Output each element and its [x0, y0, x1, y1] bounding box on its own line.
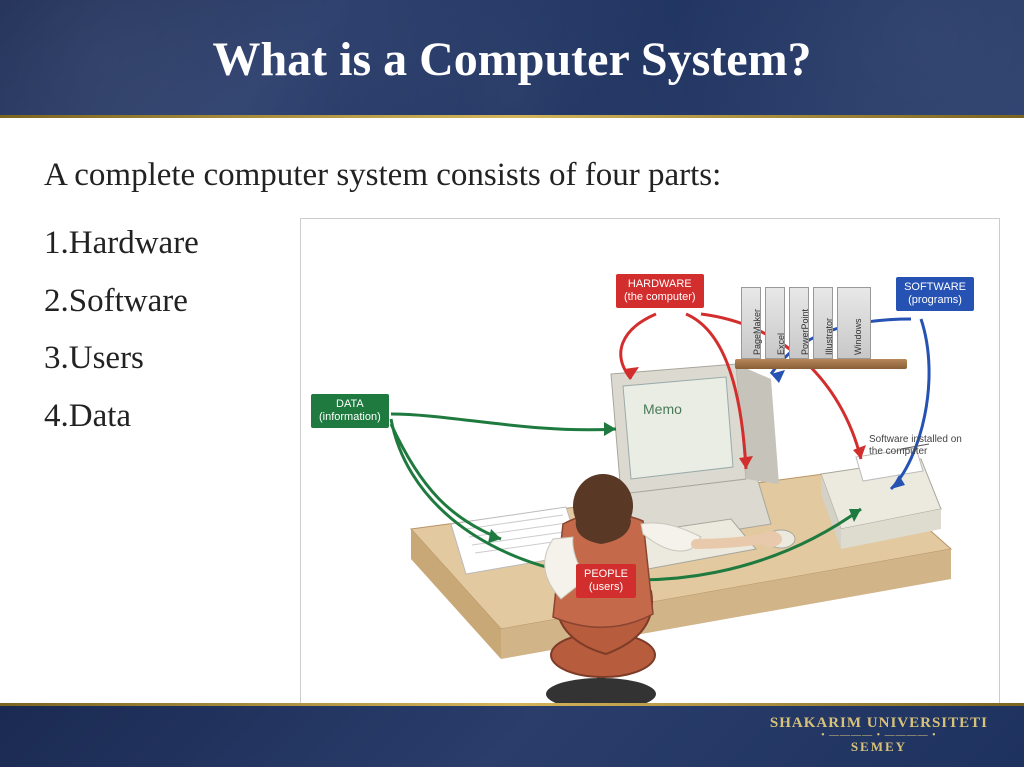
label-sub: (programs) [904, 294, 966, 307]
intro-text: A complete computer system consists of f… [44, 154, 980, 197]
software-box-label: PowerPoint [800, 309, 810, 355]
label-sub: (users) [584, 581, 628, 594]
people-label: PEOPLE (users) [576, 564, 636, 598]
memo-text: Memo [643, 401, 682, 417]
software-box-label: PageMaker [752, 309, 762, 355]
slide-title: What is a Computer System? [212, 32, 811, 87]
footer-band: SHAKARIM UNIVERSITETI • ———— • ———— • SE… [0, 703, 1024, 767]
software-shelf: PageMaker Excel PowerPoint Illustrator W… [741, 279, 901, 369]
data-label: DATA (information) [311, 394, 389, 428]
software-box-label: Excel [776, 333, 786, 355]
label-title: DATA [319, 398, 381, 411]
label-title: HARDWARE [624, 278, 696, 291]
content-area: A complete computer system consists of f… [0, 118, 1024, 446]
university-mark: SHAKARIM UNIVERSITETI • ———— • ———— • SE… [770, 715, 988, 755]
hardware-label: HARDWARE (the computer) [616, 274, 704, 308]
software-label: SOFTWARE (programs) [896, 277, 974, 311]
label-title: PEOPLE [584, 568, 628, 581]
label-sub: (information) [319, 411, 381, 424]
university-city: SEMEY [770, 739, 988, 755]
label-sub: (the computer) [624, 291, 696, 304]
computer-system-diagram: Memo [300, 218, 1000, 718]
software-note: Software installed on the computer [869, 434, 969, 458]
header-band: What is a Computer System? [0, 0, 1024, 118]
software-box-label: Illustrator [824, 318, 834, 355]
software-box-label: Windows [853, 318, 863, 355]
label-title: SOFTWARE [904, 281, 966, 294]
